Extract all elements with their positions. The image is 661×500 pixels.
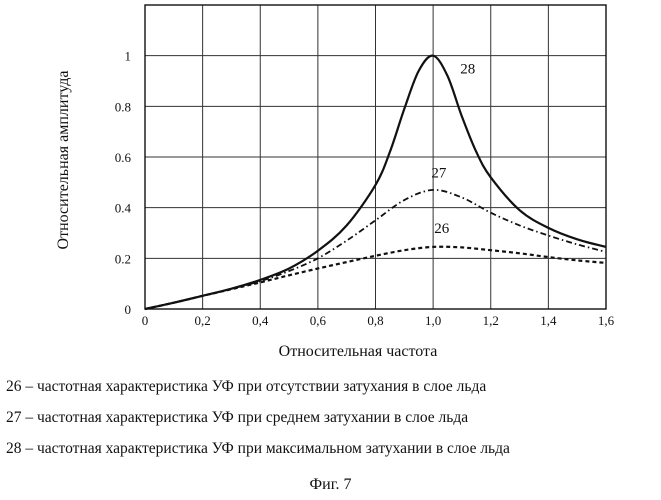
x-tick-label: 0 bbox=[142, 313, 149, 328]
legend-item-26: 26 – частотная характеристика УФ при отс… bbox=[6, 378, 486, 396]
x-tick-label: 1,4 bbox=[540, 313, 557, 328]
x-axis-label: Относительная частота bbox=[279, 343, 438, 360]
figure-caption: Фиг. 7 bbox=[0, 476, 661, 494]
y-tick-label: 0.2 bbox=[115, 251, 131, 266]
curve-label-26: 26 bbox=[434, 221, 450, 237]
legend-item-27: 27 – частотная характеристика УФ при сре… bbox=[6, 409, 468, 427]
y-tick-label: 0.8 bbox=[115, 99, 131, 114]
curve-label-28: 28 bbox=[460, 61, 475, 77]
x-tick-label: 1,0 bbox=[425, 313, 441, 328]
chart: 00,20,40,60,81,01,21,41,600.20.40.60.81 … bbox=[0, 0, 661, 370]
y-tick-label: 0.6 bbox=[115, 150, 132, 165]
x-tick-label: 0,6 bbox=[310, 313, 327, 328]
y-axis-label: Относительная амплитуда bbox=[55, 71, 72, 250]
x-tick-label: 0,8 bbox=[367, 313, 383, 328]
x-tick-label: 0,4 bbox=[252, 313, 269, 328]
tick-labels: 0 0,2 0,4 0,6 0,8 1,0 1,2 1,4 1,6 0 0.2 0.4 0.6 0.8 1 bbox=[115, 49, 615, 328]
x-tick-label: 1,6 bbox=[598, 313, 615, 328]
curve-label-27: 27 bbox=[431, 165, 447, 181]
grid bbox=[145, 5, 606, 309]
y-tick-label: 0 bbox=[125, 302, 132, 317]
y-tick-label: 1 bbox=[125, 49, 132, 64]
x-tick-label: 0,2 bbox=[195, 313, 211, 328]
x-tick-label: 1,2 bbox=[483, 313, 499, 328]
curve-labels: 28 27 26 bbox=[431, 61, 475, 237]
legend-item-28: 28 – частотная характеристика УФ при мак… bbox=[6, 440, 510, 458]
y-tick-label: 0.4 bbox=[115, 201, 132, 216]
